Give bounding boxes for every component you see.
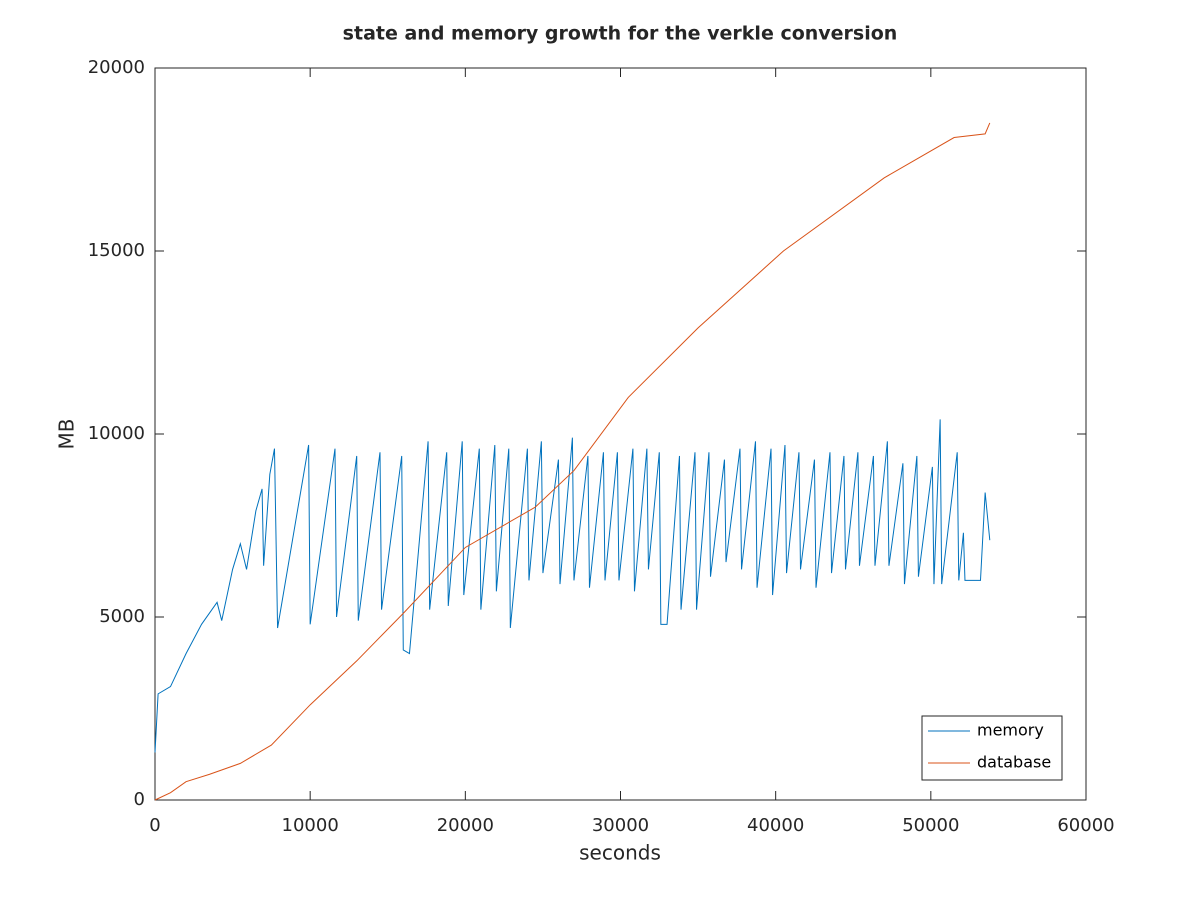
- x-tick-label: 60000: [1057, 815, 1114, 836]
- x-tick-label: 50000: [902, 815, 959, 836]
- y-tick-label: 10000: [88, 423, 145, 444]
- x-tick-label: 0: [149, 815, 160, 836]
- data-line: [154, 419, 991, 753]
- x-tick-label: 30000: [592, 815, 649, 836]
- x-tick-label: 20000: [437, 815, 494, 836]
- x-axis-label: seconds: [579, 841, 661, 865]
- y-tick-label: 20000: [88, 57, 145, 78]
- y-tick-label: 15000: [88, 240, 145, 261]
- x-tick-label: 10000: [282, 815, 339, 836]
- legend-box: [921, 715, 1063, 781]
- data-line: [154, 122, 991, 801]
- y-tick-label: 0: [134, 789, 145, 810]
- legend-label: database: [977, 753, 1051, 772]
- y-tick-label: 5000: [99, 606, 145, 627]
- legend-label: memory: [977, 721, 1044, 740]
- chart-title: state and memory growth for the verkle c…: [343, 23, 898, 45]
- y-axis-label: MB: [55, 419, 79, 450]
- x-tick-label: 40000: [747, 815, 804, 836]
